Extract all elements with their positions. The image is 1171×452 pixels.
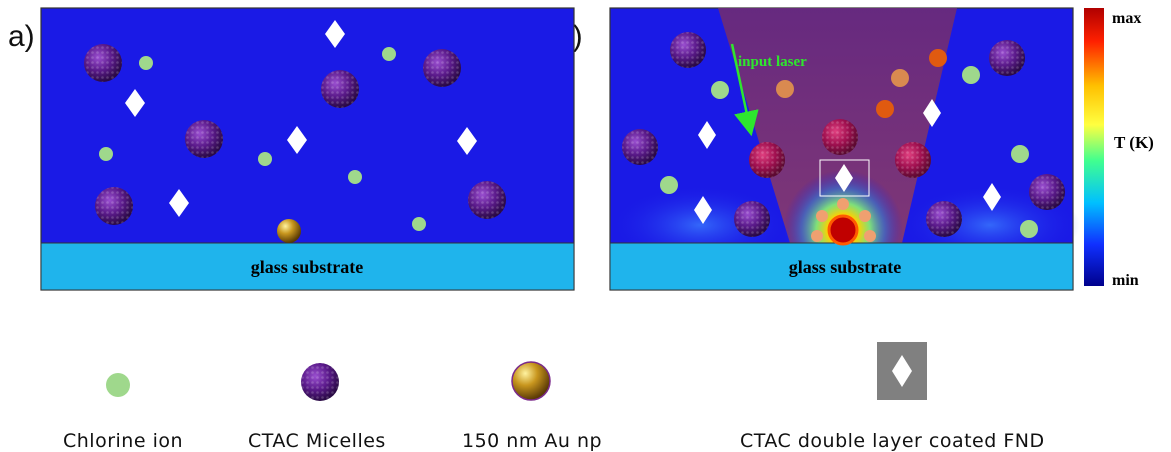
ctac-micelle-icon <box>423 49 461 87</box>
colorbar-axis-label: T (K) <box>1114 133 1154 152</box>
colorbar-gradient <box>1084 8 1104 286</box>
chlorine-ion-icon <box>1020 220 1038 238</box>
chlorine-ion-icon <box>660 176 678 194</box>
colorbar-max-label: max <box>1112 10 1141 27</box>
ctac-micelle-icon <box>926 201 962 237</box>
ctac-micelle-icon <box>822 119 858 155</box>
panel-a-substrate-label: glass substrate <box>251 257 364 277</box>
panel-a-label: a) <box>8 20 35 53</box>
chlorine-ion-icon <box>99 147 113 161</box>
ctac-micelle-icon <box>734 201 770 237</box>
legend-micelle-label: CTAC Micelles <box>248 430 386 452</box>
fnd-diamond-icon <box>698 121 716 149</box>
legend-gold-label: 150 nm Au np <box>462 430 603 452</box>
fnd-diamond-icon <box>169 189 189 217</box>
legend-gold-icon <box>511 361 551 401</box>
legend-fnd-icon <box>892 355 912 387</box>
chlorine-ion-icon <box>891 69 909 87</box>
panel-b-substrate <box>609 242 1074 291</box>
chlorine-ion-icon <box>139 56 153 70</box>
panel-b: input laser glass substrate <box>609 7 1080 291</box>
ctac-micelle-icon <box>895 142 931 178</box>
legend-chlorine-label: Chlorine ion <box>63 430 184 452</box>
chlorine-ion-icon <box>258 152 272 166</box>
fnd-diamond-icon <box>457 127 477 155</box>
fnd-diamond-icon <box>835 164 853 192</box>
fnd-diamond-icon <box>923 99 941 127</box>
panel-b-substrate-label: glass substrate <box>789 257 902 277</box>
laser-arrow <box>730 43 759 137</box>
laser-label: input laser <box>738 54 807 70</box>
gold-nanoparticle-heated <box>811 198 876 246</box>
fnd-diamond-icon <box>983 183 1001 211</box>
chlorine-ion-icon <box>382 47 396 61</box>
chlorine-ion-icon <box>348 170 362 184</box>
ctac-micelle-icon <box>989 40 1025 76</box>
panel-a: glass substrate <box>40 7 575 291</box>
chlorine-ion-icon <box>1011 145 1029 163</box>
ctac-micelle-icon <box>468 181 506 219</box>
legend-chlorine-icon <box>106 373 130 397</box>
fnd-diamond-icon <box>325 20 345 48</box>
gold-nanoparticle-icon <box>277 219 301 243</box>
legend-micelle-icon <box>301 363 339 401</box>
temperature-colorbar: max T (K) min <box>1084 8 1154 289</box>
ctac-micelle-icon <box>95 187 133 225</box>
chlorine-ion-icon <box>412 217 426 231</box>
ctac-micelle-icon <box>84 44 122 82</box>
legend-fnd-label: CTAC double layer coated FND <box>740 430 1045 452</box>
chlorine-ion-icon <box>711 81 729 99</box>
ctac-micelle-icon <box>321 70 359 108</box>
ctac-micelle-icon <box>185 120 223 158</box>
fnd-highlight-box <box>819 159 870 197</box>
fnd-diamond-icon <box>287 126 307 154</box>
ctac-micelle-icon <box>670 32 706 68</box>
fnd-diamond-icon <box>694 196 712 224</box>
ctac-micelle-icon <box>622 129 658 165</box>
chlorine-ion-icon <box>776 80 794 98</box>
panel-a-substrate <box>40 242 575 291</box>
chlorine-ion-icon <box>929 49 947 67</box>
fnd-diamond-icon <box>125 89 145 117</box>
chlorine-ion-icon <box>962 66 980 84</box>
ctac-micelle-icon <box>1029 174 1065 210</box>
ctac-micelle-icon <box>749 142 785 178</box>
colorbar-min-label: min <box>1112 272 1139 289</box>
chlorine-ion-icon <box>876 100 894 118</box>
